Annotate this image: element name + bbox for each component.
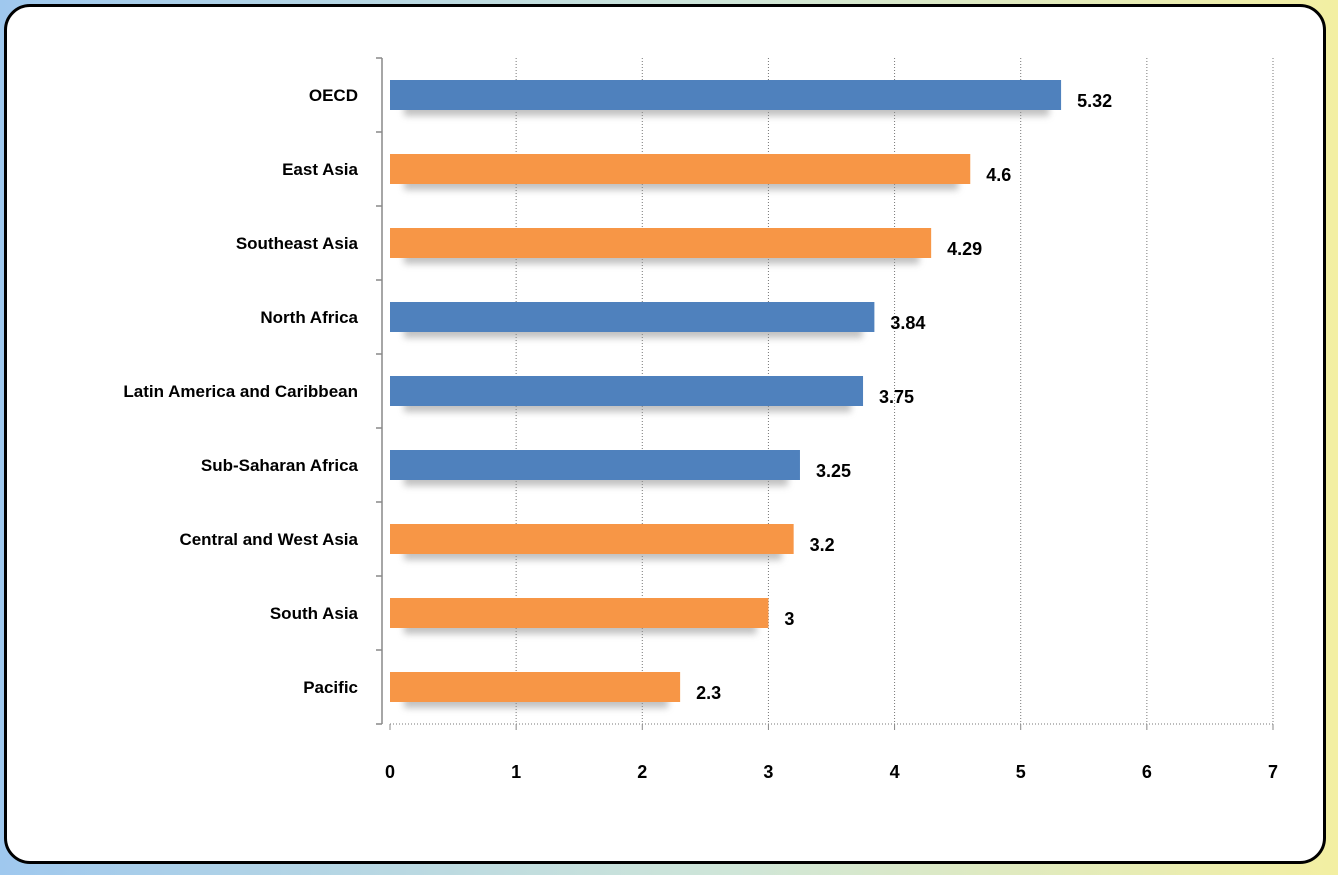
x-tick-label: 7 <box>1268 762 1278 782</box>
bar <box>390 228 932 258</box>
bar <box>390 450 800 480</box>
bar <box>390 80 1062 110</box>
data-label: 2.3 <box>696 683 721 703</box>
x-tick-label: 2 <box>637 762 647 782</box>
x-tick-label: 4 <box>890 762 900 782</box>
x-tick-label: 6 <box>1142 762 1152 782</box>
x-tick-label: 5 <box>1016 762 1026 782</box>
x-tick-label: 1 <box>511 762 521 782</box>
data-label: 3.75 <box>879 387 914 407</box>
category-label: Pacific <box>303 678 358 697</box>
category-label: Sub-Saharan Africa <box>201 456 359 475</box>
x-tick-label: 3 <box>763 762 773 782</box>
bar <box>390 672 681 702</box>
x-tick-label: 0 <box>385 762 395 782</box>
bar <box>390 376 864 406</box>
category-label: Southeast Asia <box>236 234 359 253</box>
bar <box>390 154 971 184</box>
bar <box>390 524 794 554</box>
data-label: 4.29 <box>947 239 982 259</box>
data-label: 4.6 <box>986 165 1011 185</box>
category-label: South Asia <box>270 604 359 623</box>
data-label: 3.2 <box>810 535 835 555</box>
category-label: East Asia <box>282 160 358 179</box>
bar <box>390 302 875 332</box>
category-label: Latin America and Caribbean <box>123 382 358 401</box>
bar <box>390 598 769 628</box>
category-label: OECD <box>309 86 358 105</box>
category-label: Central and West Asia <box>179 530 358 549</box>
category-label: North Africa <box>260 308 358 327</box>
data-label: 5.32 <box>1077 91 1112 111</box>
data-label: 3 <box>784 609 794 629</box>
chart-frame <box>4 4 1326 864</box>
data-label: 3.84 <box>890 313 925 333</box>
data-label: 3.25 <box>816 461 851 481</box>
